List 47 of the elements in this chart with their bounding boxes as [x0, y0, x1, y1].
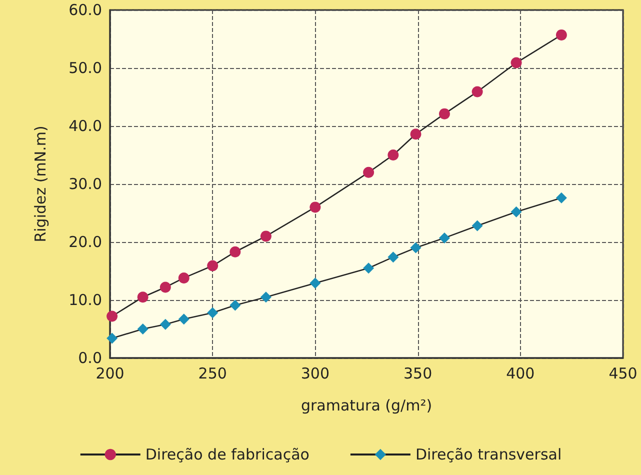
y-tick-label: 50.0 [68, 59, 102, 77]
y-axis-title: Rigidez (mN.m) [32, 126, 50, 242]
x-tick-label: 200 [96, 364, 124, 382]
point [438, 108, 450, 120]
point [310, 202, 321, 213]
point [230, 300, 241, 311]
point [106, 310, 118, 322]
y-tick-label: 30.0 [68, 175, 102, 193]
x-tick-label: 250 [198, 364, 227, 382]
y-tick-label: 60.0 [68, 1, 102, 19]
legend-label: Direção transversal [415, 446, 562, 464]
y-tick-label: 10.0 [68, 291, 102, 309]
legend-label: Direção de fabricação [145, 446, 310, 464]
point [207, 307, 218, 318]
point [388, 150, 399, 160]
x-axis-title: gramatura (g/m²) [300, 396, 432, 414]
point [410, 242, 422, 254]
point [260, 230, 272, 242]
point [510, 206, 522, 218]
point [510, 57, 522, 68]
point [556, 29, 567, 40]
x-tick-label: 300 [300, 364, 330, 382]
point [438, 232, 450, 244]
point [137, 292, 148, 303]
point [230, 246, 241, 258]
point [160, 318, 171, 330]
point [556, 192, 567, 204]
x-tick-label: 400 [506, 364, 535, 382]
point [472, 220, 483, 232]
point [160, 282, 171, 293]
point [388, 252, 399, 263]
point [363, 262, 374, 274]
x-tick-label: 450 [608, 364, 638, 382]
y-tick-label: 0.0 [78, 349, 102, 367]
point [260, 292, 272, 303]
point [178, 314, 190, 325]
point [310, 278, 321, 289]
y-tick-label: 20.0 [68, 233, 102, 251]
point [178, 272, 190, 284]
point [207, 260, 218, 272]
x-tick-label: 350 [403, 364, 432, 382]
point [410, 128, 422, 140]
point [363, 166, 374, 178]
point [106, 332, 118, 344]
point [137, 324, 148, 334]
y-tick-label: 40.0 [68, 117, 102, 135]
point [472, 86, 483, 98]
